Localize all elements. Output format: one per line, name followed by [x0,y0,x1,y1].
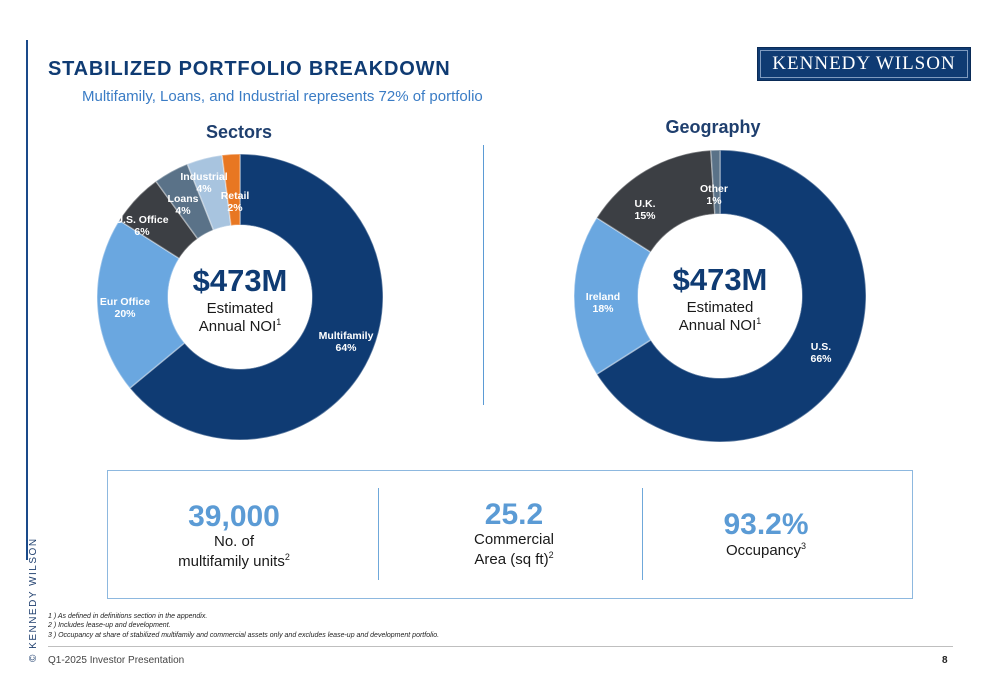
stat-label: Commercial [473,531,554,548]
slice-value-label: 20% [114,308,136,320]
slice-label: Eur Office [100,296,150,308]
slice-value-label: 15% [634,210,656,222]
footnote-marker: 1 [276,317,281,327]
slice-label: Retail [221,190,250,202]
donut-slice-ireland [573,216,652,376]
stat-commercial-area: 25.2 Commercial Area (sq ft)2 [414,498,614,570]
donut-hole [638,214,802,378]
stat-multifamily-units: 39,000 No. of multifamily units2 [134,500,334,572]
donut-hole [168,225,312,369]
slice-value-label: 18% [592,303,614,315]
footnote: 3 ) Occupancy at share of stabilized mul… [48,631,440,639]
donut-center-label: Annual NOI1 [199,317,282,335]
stats-divider [642,488,643,580]
footnote-marker: 1 [756,316,761,326]
stat-label: multifamily units2 [178,551,290,570]
footnote: 2 ) Includes lease-up and development. [48,622,171,630]
slice-value-label: 64% [335,342,357,354]
stat-label: Occupancy3 [725,541,807,559]
slice-label: U.K. [635,198,656,210]
footnotes: 1 ) As defined in definitions section in… [48,612,439,640]
kennedy-wilson-logo: KENNEDY WILSON [757,47,971,81]
stat-label: No. of [213,533,255,550]
donut-center-label: Estimated [207,300,274,317]
slice-label: Multifamily [319,330,374,342]
donut-center-label: Annual NOI1 [679,316,762,334]
slice-value-label: 4% [196,183,212,195]
stat-occupancy: 93.2% Occupancy3 [666,508,866,561]
page-subtitle: Multifamily, Loans, and Industrial repre… [82,88,483,105]
donut-center-label: Estimated [687,299,754,316]
stat-value: 25.2 [484,498,544,531]
slice-value-label: 2% [227,202,243,214]
geography-chart-title: Geography [665,117,761,137]
footnote: 1 ) As defined in definitions section in… [48,613,208,620]
footer-text: Q1-2025 Investor Presentation [48,655,185,666]
page-number: 8 [942,655,948,666]
page-title: STABILIZED PORTFOLIO BREAKDOWN [48,58,451,80]
stats-panel [107,470,913,599]
slice-value-label: 1% [706,195,722,207]
stat-label: Area (sq ft)2 [474,549,554,568]
side-copyright: © KENNEDY WILSON [28,537,39,662]
stats-divider [378,488,379,580]
stat-value: 39,000 [188,500,280,533]
logo-text: KENNEDY WILSON [760,50,968,78]
slice-value-label: 66% [810,353,832,365]
stat-value: 93.2% [723,508,809,541]
slice-label: Industrial [180,171,227,183]
slice-label: U.S. Office [115,214,168,226]
slice-value-label: 4% [175,205,191,217]
slice-label: Ireland [586,291,620,303]
side-accent-line [26,40,28,560]
sectors-chart-title: Sectors [205,122,273,142]
footer-divider [48,646,953,647]
slice-value-label: 6% [134,226,150,238]
slice-label: Loans [168,193,199,205]
slice-label: Other [700,183,728,195]
chart-divider [483,145,484,405]
donut-center-value: $473M [193,263,288,298]
slice-label: U.S. [811,341,832,353]
donut-center-value: $473M [673,262,768,297]
